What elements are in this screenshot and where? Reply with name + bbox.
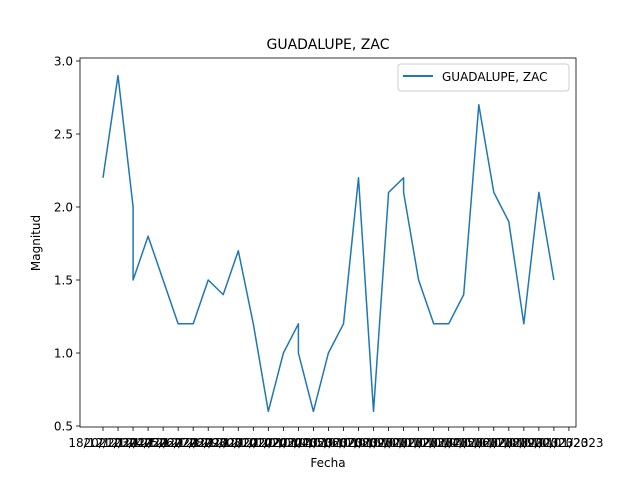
x-tick-label: 25/12/2022 [144, 436, 213, 450]
y-tick-label: 0.5 [54, 420, 73, 434]
series-line-0 [102, 74, 555, 413]
axes-layer: 0.5 1.0 1.5 2.0 2.5 3.0 18/12/202220/12/202221… [54, 55, 604, 451]
x-tick-label: 14/01/2023 [444, 436, 513, 450]
y-tick-label: 3.0 [54, 55, 73, 69]
x-tick-label: 15/01/2023 [459, 436, 528, 450]
plot-frame [79, 57, 577, 428]
x-tick-label: 28/12/2022 [189, 436, 258, 450]
x-tick-label: 04/01/2023 [294, 436, 363, 450]
x-tick-label: 10/01/2023 [384, 436, 453, 450]
y-axis-label: Magnitud [29, 215, 43, 271]
legend-label: GUADALUPE, ZAC [442, 70, 547, 84]
x-tick-label: 09/01/2023 [369, 436, 438, 450]
x-axis-label: Fecha [310, 456, 345, 470]
x-tick-label: 30/12/2022 [219, 436, 288, 450]
x-tick-label: 18/12/2022 [68, 436, 137, 450]
legend: GUADALUPE, ZAC [397, 63, 570, 92]
x-tick-label: 08/01/2023 [354, 436, 423, 450]
x-tick-label: 17/01/2023 [489, 436, 558, 450]
y-tick-label: 2.5 [54, 128, 73, 142]
x-tick-label: 26/12/2022 [159, 436, 228, 450]
x-tick-label: 06/01/2023 [324, 436, 393, 450]
y-tick-label: 2.0 [54, 201, 73, 215]
x-tick-label: 19/01/2023 [519, 436, 588, 450]
x-tick-label: 11/01/2023 [399, 436, 468, 450]
x-tick-label: 29/12/2022 [204, 436, 273, 450]
x-tick-label: 05/01/2023 [309, 436, 378, 450]
x-tick-label: 23/12/2022 [114, 436, 183, 450]
x-tick-label: 07/01/2023 [339, 436, 408, 450]
x-tick-label: 03/01/2023 [279, 436, 348, 450]
chart-title: GUADALUPE, ZAC [266, 37, 389, 53]
x-tick-label: 31/12/2022 [234, 436, 303, 450]
x-tick-label: 20/12/2022 [83, 436, 152, 450]
x-tick-label: 13/01/2023 [429, 436, 498, 450]
x-tick-label: 12/01/2023 [414, 436, 483, 450]
x-tick-label: 02/01/2023 [264, 436, 333, 450]
plot-area [80, 58, 576, 427]
x-tick-label: 01/01/2023 [249, 436, 318, 450]
x-tick-label: 21/12/2022 [98, 436, 167, 450]
x-tick-label: 24/12/2022 [129, 436, 198, 450]
x-tick-label: 20/01/2023 [534, 436, 603, 450]
x-tick-label: 27/12/2022 [174, 436, 243, 450]
y-tick-label: 1.5 [54, 274, 73, 288]
data-layer [102, 74, 555, 413]
legend-box [397, 63, 570, 92]
x-tick-label: 16/01/2023 [474, 436, 543, 450]
x-tick-label: 18/01/2023 [504, 436, 573, 450]
y-tick-label: 1.0 [54, 347, 73, 361]
